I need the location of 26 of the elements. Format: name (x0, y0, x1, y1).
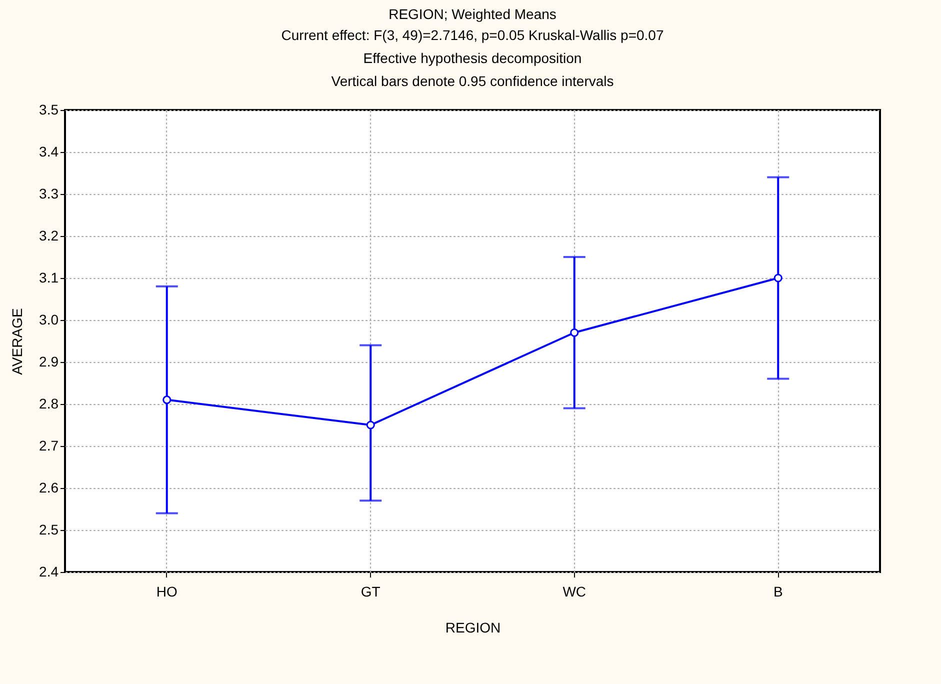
y-axis-title: AVERAGE (9, 308, 26, 375)
y-tick-label: 3.0 (39, 312, 59, 328)
y-tick-label: 3.5 (39, 102, 59, 118)
chart-title: REGION; Weighted Means (388, 6, 556, 22)
y-tick-label: 2.7 (39, 438, 59, 454)
y-tick-label: 3.2 (39, 228, 59, 244)
y-tick-label: 2.9 (39, 354, 59, 370)
point (366, 420, 375, 430)
x-tick-label: GT (360, 584, 381, 600)
y-tick-label: 2.5 (39, 522, 59, 538)
chart-subtitle: Current effect: F(3, 49)=2.7146, p=0.05 Kruskal-Wallis p=0.07 (281, 27, 664, 43)
y-tick-label: 3.4 (39, 144, 59, 160)
point (774, 274, 782, 282)
x-tick-label: B (773, 584, 783, 600)
y-tick-label: 2.8 (39, 396, 59, 412)
y-tick-label: 2.6 (39, 480, 59, 496)
point (570, 328, 579, 337)
text: Vertical bars denote 0.95 confidence intervals (331, 73, 614, 89)
text: Effective hypothesis decomposition (363, 50, 582, 66)
y-tick-label: 2.4 (39, 564, 59, 580)
x-axis-title: REGION (445, 620, 501, 636)
point (162, 396, 172, 404)
x-tick-label: HO (156, 584, 178, 600)
y-tick-label: 3.1 (39, 270, 59, 286)
x-tick-label: WC (562, 584, 586, 600)
y-tick-label: 3.3 (39, 186, 59, 202)
